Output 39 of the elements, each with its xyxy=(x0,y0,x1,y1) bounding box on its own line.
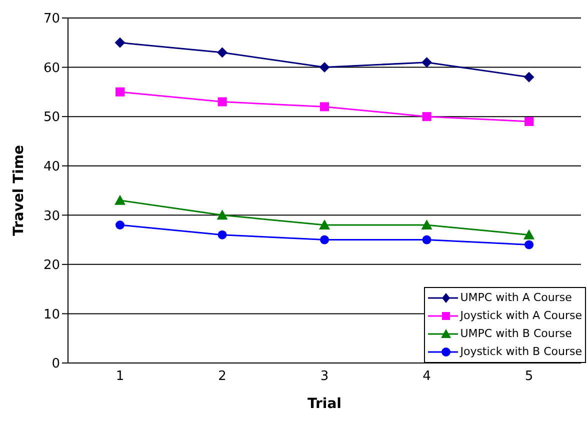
y-tick-label: 50 xyxy=(43,110,60,126)
point xyxy=(524,72,534,82)
legend-label: Joystick with B Course xyxy=(460,345,582,358)
x-axis-title: Trial xyxy=(308,396,342,412)
point xyxy=(524,229,534,240)
legend-label: UMPC with A Course xyxy=(460,291,572,304)
legend-label: UMPC with B Course xyxy=(460,327,572,340)
point xyxy=(524,117,534,126)
y-tick-label: 70 xyxy=(43,12,60,27)
y-tick-label: 20 xyxy=(43,258,60,274)
point xyxy=(320,235,329,244)
x-tick-label: 4 xyxy=(422,369,431,384)
y-tick-label: 40 xyxy=(43,159,60,174)
point xyxy=(216,210,228,220)
point xyxy=(217,48,228,58)
point xyxy=(116,87,124,96)
point xyxy=(422,235,432,244)
point xyxy=(422,57,432,68)
point xyxy=(115,38,125,48)
point xyxy=(218,97,227,106)
y-axis-title: Travel Time xyxy=(10,144,27,236)
point xyxy=(422,112,432,122)
y-tick-label: 60 xyxy=(43,60,60,76)
point xyxy=(114,194,126,205)
legend-label: Joystick with A Course xyxy=(460,309,582,322)
point xyxy=(218,230,227,240)
point xyxy=(320,62,330,72)
x-tick-label: 3 xyxy=(320,369,329,384)
y-tick-label: 30 xyxy=(43,208,60,224)
y-tick-label: 10 xyxy=(43,307,60,322)
x-tick-label: 2 xyxy=(218,369,226,384)
point xyxy=(116,220,124,230)
x-tick-label: 5 xyxy=(524,369,534,384)
point xyxy=(421,220,432,230)
point xyxy=(524,240,534,250)
y-tick-label: 0 xyxy=(52,356,60,372)
x-tick-label: 1 xyxy=(116,369,124,384)
point xyxy=(319,220,330,230)
point xyxy=(320,102,329,112)
